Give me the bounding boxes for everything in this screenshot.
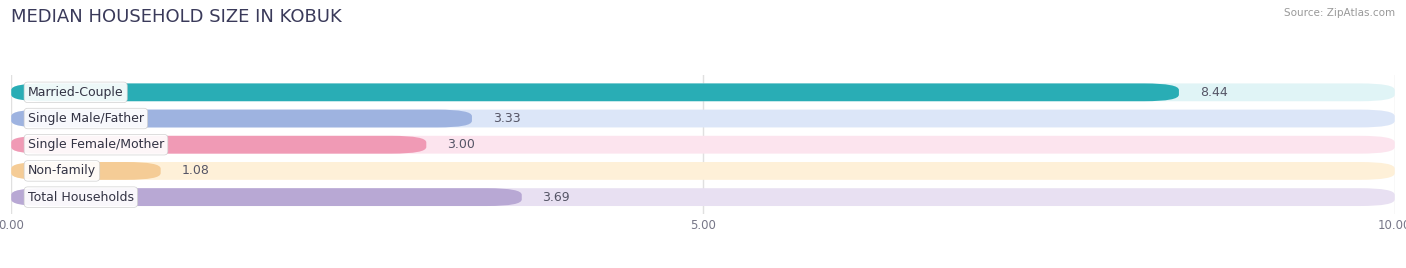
FancyBboxPatch shape	[11, 162, 160, 180]
FancyBboxPatch shape	[11, 83, 1178, 101]
Text: Single Female/Mother: Single Female/Mother	[28, 138, 165, 151]
Text: 8.44: 8.44	[1199, 86, 1227, 99]
FancyBboxPatch shape	[11, 110, 472, 127]
FancyBboxPatch shape	[11, 162, 1395, 180]
Text: Source: ZipAtlas.com: Source: ZipAtlas.com	[1284, 8, 1395, 18]
Text: MEDIAN HOUSEHOLD SIZE IN KOBUK: MEDIAN HOUSEHOLD SIZE IN KOBUK	[11, 8, 342, 26]
Text: Total Households: Total Households	[28, 191, 134, 204]
Text: Non-family: Non-family	[28, 164, 96, 177]
FancyBboxPatch shape	[11, 110, 1395, 127]
Text: 3.00: 3.00	[447, 138, 475, 151]
Text: Single Male/Father: Single Male/Father	[28, 112, 143, 125]
Text: 3.69: 3.69	[543, 191, 571, 204]
FancyBboxPatch shape	[11, 188, 522, 206]
FancyBboxPatch shape	[11, 188, 1395, 206]
FancyBboxPatch shape	[11, 83, 1395, 101]
Text: Married-Couple: Married-Couple	[28, 86, 124, 99]
FancyBboxPatch shape	[11, 136, 1395, 154]
FancyBboxPatch shape	[11, 136, 426, 154]
Text: 3.33: 3.33	[492, 112, 520, 125]
Text: 1.08: 1.08	[181, 164, 209, 177]
